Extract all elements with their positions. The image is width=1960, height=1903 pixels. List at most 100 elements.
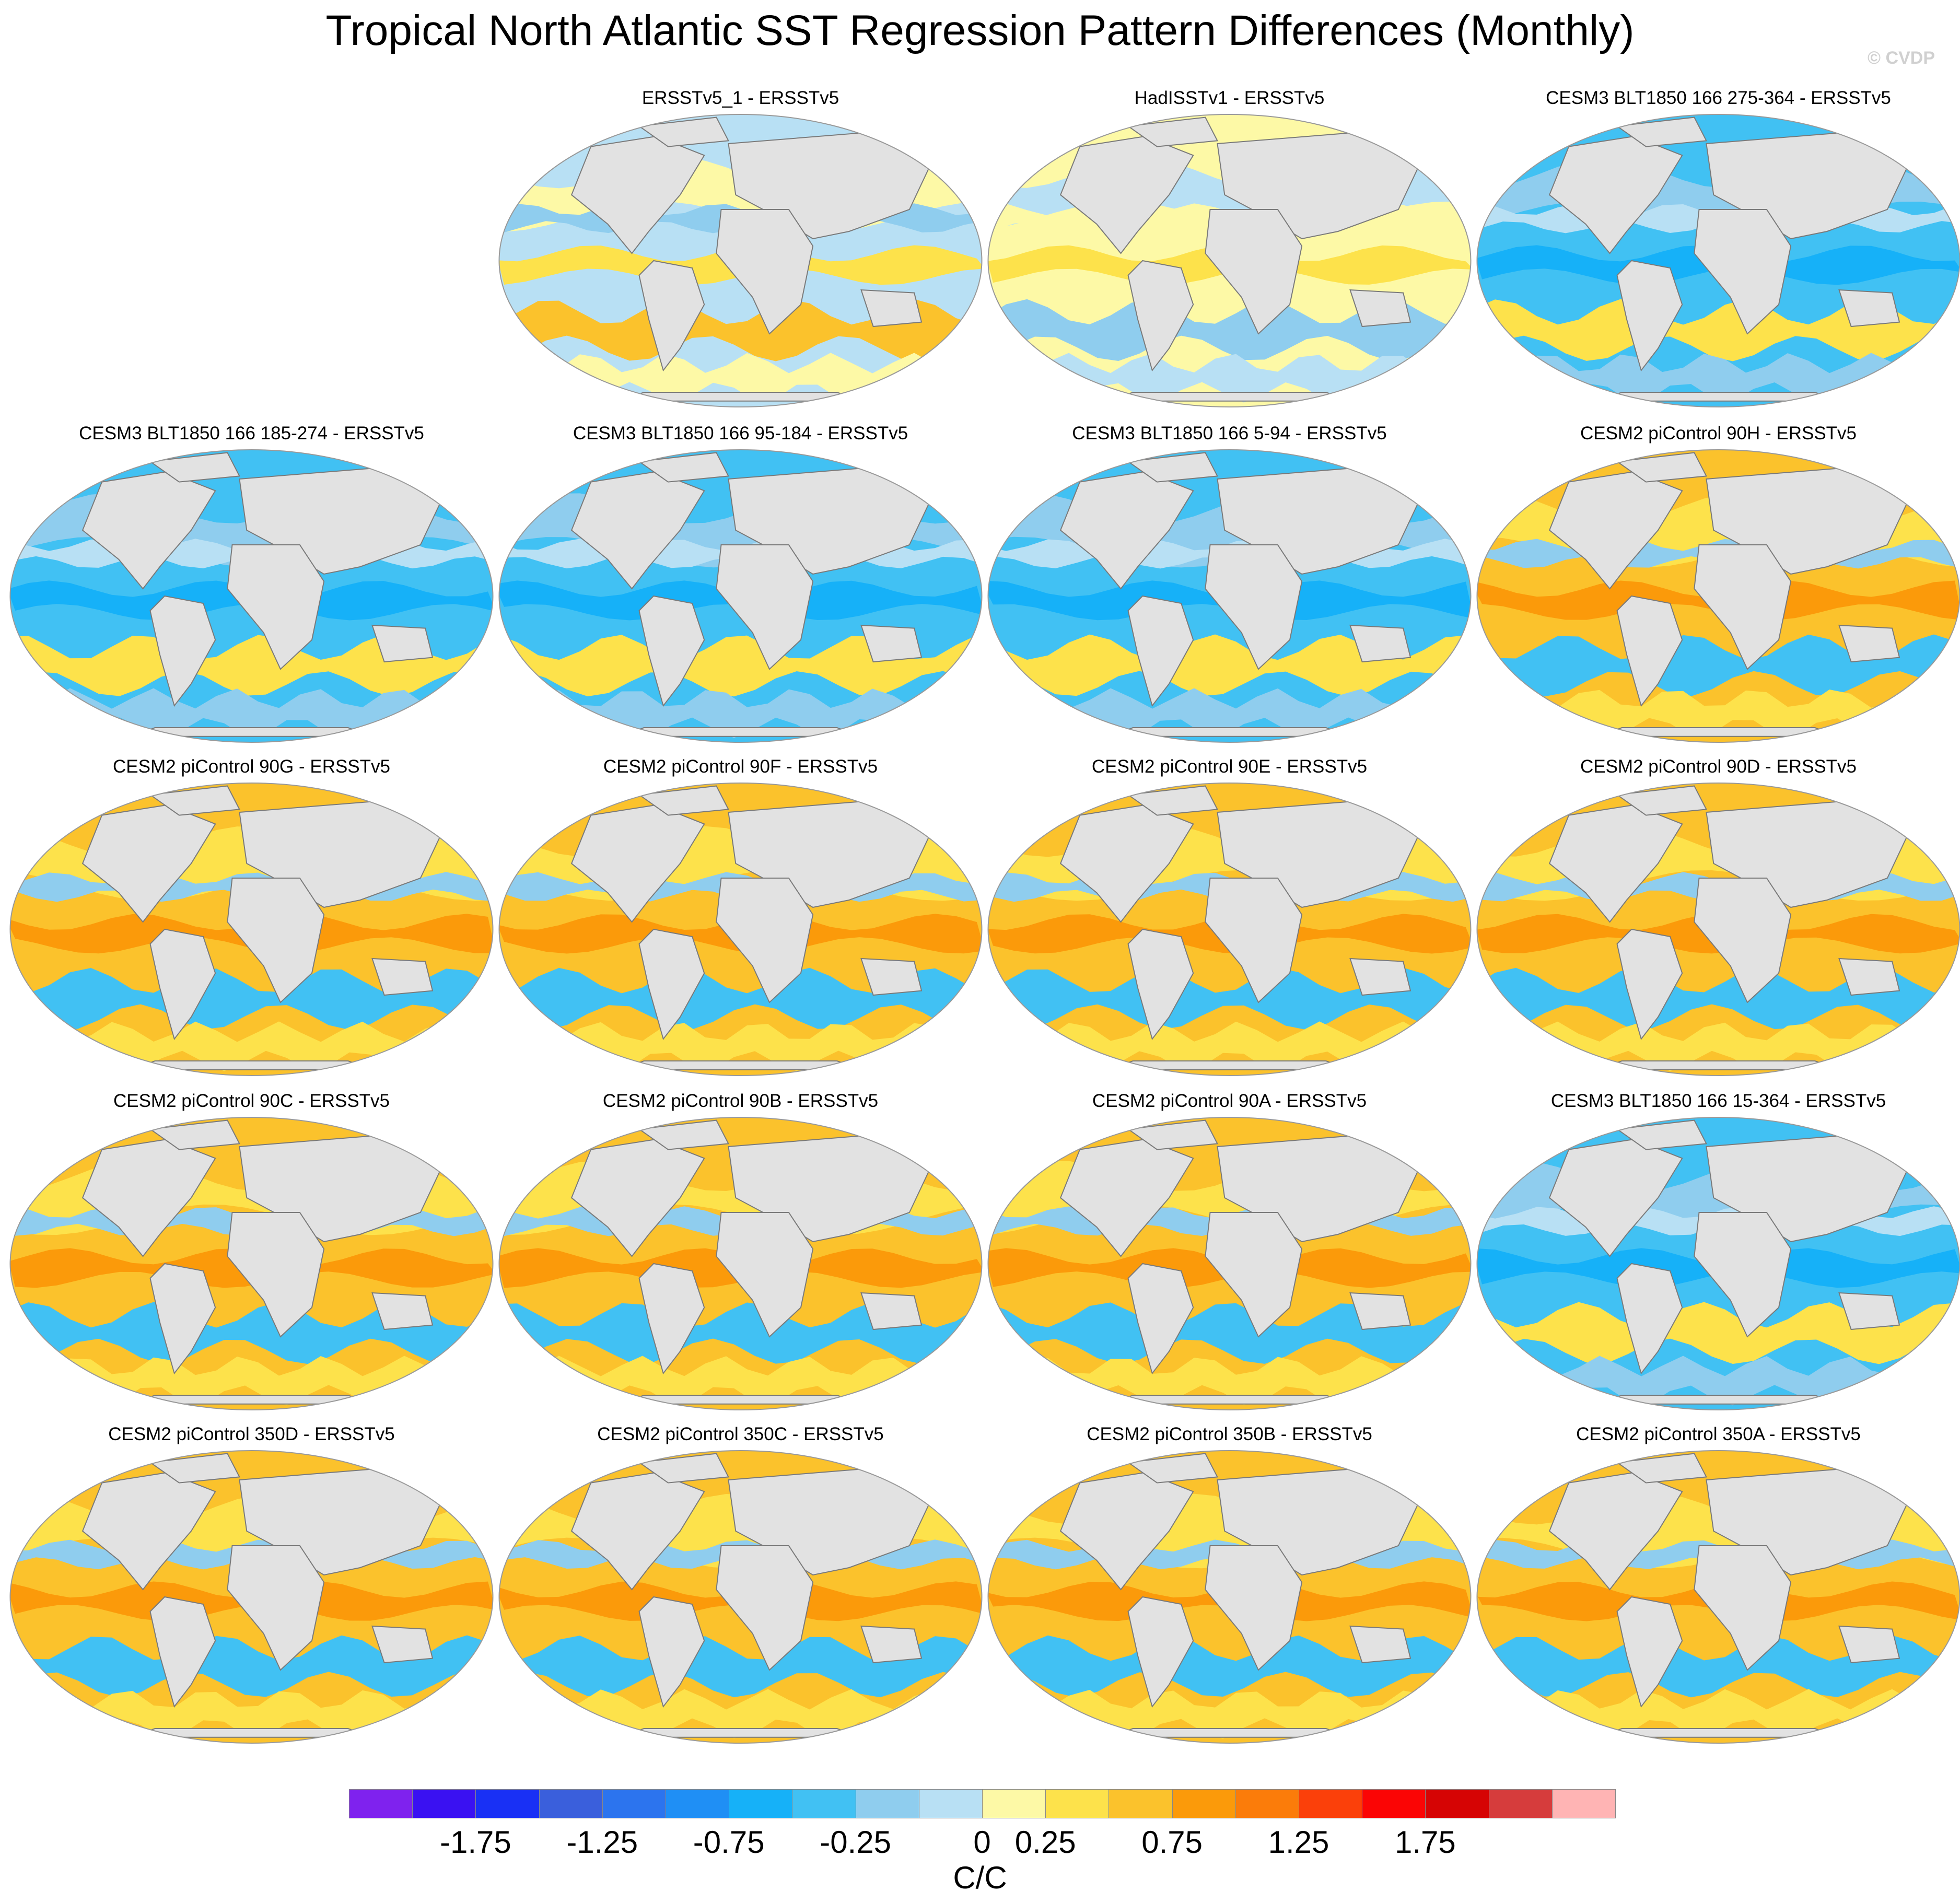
colorbar-swatch	[729, 1789, 793, 1818]
world-map	[1476, 783, 1960, 1076]
land-mask	[149, 595, 216, 707]
panel-title: HadISSTv1 - ERSSTv5	[1134, 88, 1325, 108]
map-panel: CESM2 piControl 90E - ERSSTv5	[985, 756, 1474, 1091]
land-mask	[1126, 1453, 1218, 1484]
colorbar-swatch	[1425, 1789, 1489, 1818]
world-map	[1476, 1117, 1960, 1410]
world-map	[9, 783, 494, 1076]
land-mask	[1349, 958, 1411, 996]
world-map	[498, 783, 983, 1076]
land-mask	[860, 1292, 923, 1330]
land-mask	[227, 1545, 325, 1671]
colorbar-tick-label: 1.75	[1395, 1825, 1456, 1860]
land-mask	[637, 1453, 729, 1484]
land-mask	[1126, 785, 1218, 816]
land-mask	[148, 1119, 240, 1150]
land-mask	[716, 1545, 814, 1671]
land-mask	[638, 260, 705, 372]
land-mask	[620, 1728, 861, 1738]
map-panel: CESM2 piControl 350D - ERSSTv5	[7, 1424, 496, 1758]
land-mask	[716, 209, 814, 335]
land-mask	[1349, 1625, 1411, 1664]
panel-title: CESM2 piControl 350C - ERSSTv5	[597, 1424, 884, 1444]
land-mask	[1694, 209, 1792, 335]
land-mask	[1109, 1728, 1350, 1738]
world-map	[9, 1117, 494, 1410]
panel-title: CESM2 piControl 90G - ERSSTv5	[112, 756, 390, 777]
land-mask	[1838, 289, 1900, 328]
land-mask	[1205, 1212, 1303, 1338]
world-map	[1476, 114, 1960, 407]
land-mask	[860, 1625, 923, 1664]
land-mask	[716, 878, 814, 1003]
land-mask	[860, 624, 923, 663]
panel-title: CESM2 piControl 90E - ERSSTv5	[1091, 756, 1368, 777]
land-mask	[1597, 1395, 1839, 1405]
map-panel: CESM2 piControl 350A - ERSSTv5	[1474, 1424, 1960, 1758]
land-mask	[1616, 1596, 1683, 1708]
panel-title: CESM2 piControl 90D - ERSSTv5	[1580, 756, 1857, 777]
land-mask	[371, 624, 434, 663]
land-mask	[1127, 260, 1194, 372]
land-mask	[1694, 544, 1792, 670]
land-mask	[638, 1263, 705, 1375]
world-map	[9, 449, 494, 743]
world-map	[498, 449, 983, 743]
panel-title: CESM2 piControl 90F - ERSSTv5	[603, 756, 878, 777]
map-panel: CESM2 piControl 90D - ERSSTv5	[1474, 756, 1960, 1091]
map-panel: CESM2 piControl 90G - ERSSTv5	[7, 756, 496, 1091]
land-mask	[149, 928, 216, 1041]
map-panel: CESM2 piControl 90F - ERSSTv5	[496, 756, 985, 1091]
colorbar-swatch	[1551, 1789, 1616, 1818]
land-mask	[1597, 392, 1839, 402]
land-mask	[227, 1212, 325, 1338]
land-mask	[1597, 1728, 1839, 1738]
land-mask	[1616, 928, 1683, 1041]
colorbar-swatch	[855, 1789, 919, 1818]
colorbar-swatch	[1362, 1789, 1426, 1818]
colorbar-swatch	[1488, 1789, 1553, 1818]
world-map	[987, 1450, 1472, 1744]
land-mask	[1615, 116, 1707, 147]
panel-title: CESM2 piControl 90A - ERSSTv5	[1092, 1091, 1367, 1111]
panel-title: CESM3 BLT1850 166 95-184 - ERSSTv5	[573, 423, 908, 443]
land-mask	[1109, 727, 1350, 737]
land-mask	[1109, 392, 1350, 402]
panel-title: CESM2 piControl 90B - ERSSTv5	[602, 1091, 879, 1111]
map-panel: CESM2 piControl 350C - ERSSTv5	[496, 1424, 985, 1758]
land-mask	[638, 595, 705, 707]
land-mask	[637, 1119, 729, 1150]
colorbar-tick-label: 1.25	[1268, 1825, 1329, 1860]
land-mask	[371, 958, 434, 996]
colorbar-tick-label: -1.75	[440, 1825, 511, 1860]
panel-title: ERSSTv5_1 - ERSSTv5	[641, 88, 839, 108]
land-mask	[1205, 209, 1303, 335]
land-mask	[1838, 958, 1900, 996]
land-mask	[1616, 260, 1683, 372]
land-mask	[620, 727, 861, 737]
world-map	[498, 114, 983, 407]
land-mask	[638, 1596, 705, 1708]
map-panel: ERSSTv5_1 - ERSSTv5	[496, 88, 985, 422]
land-mask	[620, 1060, 861, 1070]
land-mask	[131, 1060, 372, 1070]
land-mask	[131, 727, 372, 737]
world-map	[9, 1450, 494, 1744]
map-panel: CESM2 piControl 90B - ERSSTv5	[496, 1091, 985, 1425]
colorbar-swatch	[1109, 1789, 1173, 1818]
colorbar-tick-label: 0.25	[1014, 1825, 1076, 1860]
land-mask	[620, 392, 861, 402]
map-panel: CESM3 BLT1850 166 185-274 - ERSSTv5	[7, 423, 496, 757]
land-mask	[860, 289, 923, 328]
land-mask	[1694, 878, 1792, 1003]
panel-title: CESM2 piControl 90C - ERSSTv5	[113, 1091, 390, 1111]
colorbar-swatch	[475, 1789, 540, 1818]
panel-title: CESM3 BLT1850 166 15-364 - ERSSTv5	[1550, 1091, 1886, 1111]
map-panel: CESM3 BLT1850 166 15-364 - ERSSTv5	[1474, 1091, 1960, 1425]
land-mask	[1615, 452, 1707, 483]
land-mask	[1127, 928, 1194, 1041]
map-panel: CESM3 BLT1850 166 5-94 - ERSSTv5	[985, 423, 1474, 757]
colorbar-swatch	[1235, 1789, 1299, 1818]
map-panel: CESM2 piControl 350B - ERSSTv5	[985, 1424, 1474, 1758]
land-mask	[149, 1596, 216, 1708]
